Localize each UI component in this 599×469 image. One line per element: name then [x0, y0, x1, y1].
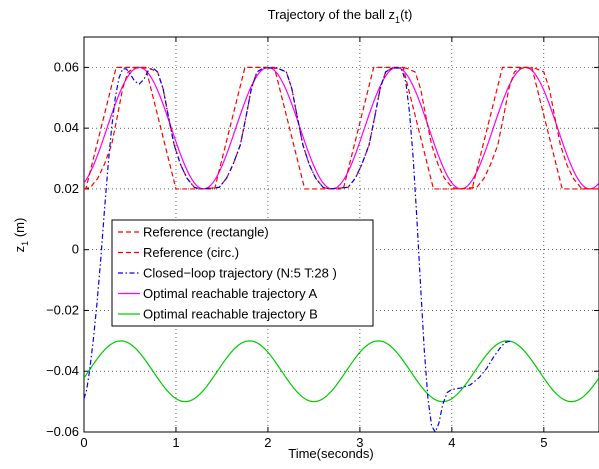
x-tick-label: 3	[356, 435, 363, 450]
y-tick-label: 0.06	[54, 59, 79, 74]
y-axis-label: z1 (m)	[12, 218, 30, 253]
legend-label: Optimal reachable trajectory B	[143, 307, 318, 322]
legend-label: Reference (circ.)	[143, 245, 239, 260]
x-tick-label: 1	[172, 435, 179, 450]
plot-frame	[83, 36, 599, 433]
axis-ticks: 0 1 2 3 4 5 −0.06 −0.04 −0.02 0 0.02 0.04 0.06	[46, 37, 599, 450]
y-tick-label: −0.04	[46, 363, 79, 378]
series-line-reference-rectangle	[84, 66, 599, 190]
legend-label: Optimal reachable trajectory A	[143, 286, 317, 301]
x-tick-label: 0	[80, 435, 87, 450]
x-tick-label: 4	[448, 435, 455, 450]
chart-title: Trajectory of the ball z1(t)	[268, 7, 413, 25]
x-axis-label: Time(seconds)	[288, 446, 373, 461]
y-tick-label: 0.02	[54, 181, 79, 196]
series-line-optimal-reachable-trajectory-b	[84, 340, 599, 403]
legend-box	[111, 219, 374, 327]
x-tick-label: 5	[540, 435, 547, 450]
y-tick-label: 0	[72, 242, 79, 257]
legend-label: Closed−loop trajectory (N:5 T:28 )	[143, 266, 337, 281]
y-tick-label: −0.02	[46, 302, 79, 317]
y-tick-label: −0.06	[46, 424, 79, 439]
y-tick-label: 0.04	[54, 120, 79, 135]
legend-label: Reference (rectangle)	[143, 225, 269, 240]
legend: Reference (rectangle) Reference (circ.) Cl…	[111, 219, 374, 327]
series-line-closed-loop-trajectory-n-5-t-28	[84, 67, 512, 432]
series-layer	[84, 66, 599, 432]
x-tick-label: 2	[264, 435, 271, 450]
